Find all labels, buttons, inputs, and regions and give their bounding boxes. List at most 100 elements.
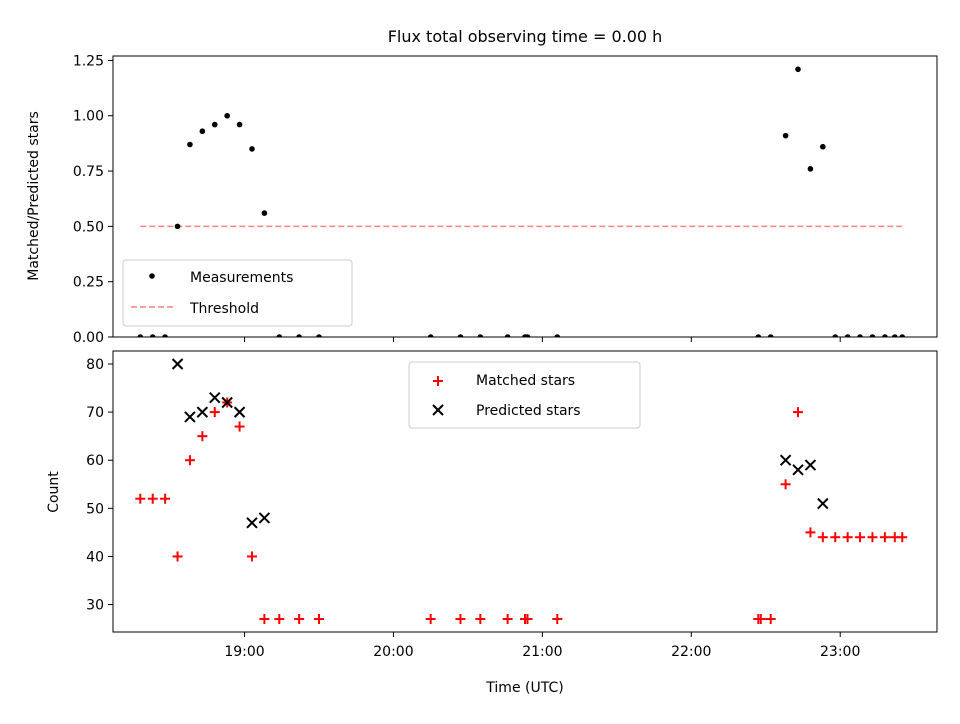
- legend-label-matched: Matched stars: [476, 373, 575, 389]
- predicted-star-point: [171, 358, 184, 370]
- measurement-point: [882, 334, 888, 337]
- legend-marker-predicted: [432, 404, 444, 416]
- measurement-point: [137, 334, 144, 337]
- measurement-point: [187, 141, 193, 148]
- matched-star-point: [475, 614, 486, 625]
- y-tick-label: 1.25: [73, 53, 104, 69]
- y-tick-label: 0.75: [73, 164, 104, 180]
- matched-star-point: [234, 421, 245, 432]
- predicted-star-point: [184, 411, 196, 423]
- matched-star-point: [184, 455, 195, 466]
- cross-b: [258, 512, 271, 524]
- measurement-point: [892, 334, 898, 337]
- y-tick-label: 0.00: [73, 330, 104, 346]
- x-tick-label: 20:00: [373, 644, 413, 660]
- measurement-point: [174, 223, 181, 230]
- cross-b: [196, 406, 209, 418]
- predicted-star-point: [221, 396, 233, 409]
- x-tick-label: 23:00: [820, 644, 860, 660]
- matched-star-point: [842, 532, 853, 543]
- matched-star-point: [147, 493, 158, 504]
- cross-b: [184, 411, 196, 423]
- cross-b: [804, 459, 817, 471]
- matched-star-point: [552, 614, 563, 625]
- matched-star-point: [502, 614, 513, 625]
- measurement-point: [211, 121, 218, 128]
- predicted-star-point: [196, 406, 209, 418]
- matched-star-point: [879, 532, 890, 543]
- legend-marker-measurements: [149, 273, 155, 279]
- cross-b: [432, 404, 444, 416]
- top-plot: 0.00 0.25 0.50 0.75 1.00 1.25 Measurements Thre…: [73, 53, 938, 346]
- matched-star-point: [855, 532, 866, 543]
- matched-star-point: [259, 614, 270, 625]
- y-tick-label: 40: [86, 549, 104, 565]
- measurement-point: [236, 121, 243, 128]
- measurement-point: [316, 334, 322, 337]
- cross-b: [233, 406, 246, 418]
- y-tick-label: 80: [86, 357, 104, 373]
- measurement-point: [524, 334, 531, 337]
- predicted-star-point: [792, 464, 804, 476]
- matched-star-point: [160, 493, 171, 504]
- matched-star-point: [793, 407, 804, 418]
- matched-star-point: [209, 407, 220, 418]
- cross-b: [246, 517, 258, 529]
- matched-star-point: [817, 532, 828, 543]
- measurement-point: [261, 210, 268, 216]
- bottom-y-axis-label: Count: [46, 471, 62, 513]
- matched-star-point: [274, 614, 285, 625]
- y-tick-label: 0.50: [73, 219, 104, 235]
- axes-frame: [112, 350, 938, 633]
- cross-b: [779, 454, 792, 466]
- measurement-point: [477, 334, 484, 337]
- measurement-point: [427, 334, 434, 337]
- legend-box: [122, 259, 353, 327]
- matched-star-point: [425, 614, 436, 625]
- predicted-star-point: [779, 454, 792, 466]
- measurement-point: [149, 334, 156, 337]
- predicted-star-point: [246, 517, 258, 529]
- matched-star-point: [455, 614, 466, 625]
- cross-b: [817, 497, 829, 510]
- cross-b: [792, 464, 804, 476]
- top-y-axis-label: Matched/Predicted stars: [26, 111, 42, 281]
- predicted-star-point: [804, 459, 817, 471]
- plot-area: [135, 358, 908, 625]
- predicted-star-point: [209, 391, 221, 404]
- measurement-point: [554, 334, 561, 337]
- measurement-point: [807, 166, 814, 172]
- x-axis-label: Time (UTC): [485, 680, 563, 696]
- matched-star-point: [314, 614, 324, 625]
- matched-star-point: [755, 614, 766, 625]
- cross-b: [209, 391, 221, 404]
- matched-star-point: [197, 431, 208, 442]
- matched-star-point: [135, 493, 146, 504]
- y-tick-label: 30: [86, 598, 104, 614]
- x-tick-label: 22:00: [671, 644, 711, 660]
- legend-label-measurements: Measurements: [190, 270, 293, 286]
- measurement-point: [162, 334, 168, 337]
- measurement-point: [767, 334, 774, 337]
- measurement-point: [504, 334, 511, 337]
- measurement-point: [199, 128, 206, 135]
- measurement-point: [795, 66, 801, 73]
- matched-star-point: [830, 532, 841, 543]
- chart-title: Flux total observing time = 0.00 h: [388, 27, 663, 46]
- legend-label-predicted: Predicted stars: [476, 403, 581, 419]
- y-tick-label: 60: [86, 453, 104, 469]
- predicted-star-point: [258, 512, 271, 524]
- legend-box: [408, 361, 641, 429]
- measurement-point: [782, 132, 789, 139]
- matched-star-point: [867, 532, 878, 543]
- measurement-point: [844, 334, 851, 337]
- predicted-star-point: [233, 406, 246, 418]
- measurement-point: [869, 334, 876, 337]
- measurement-point: [899, 334, 906, 337]
- x-tick-label: 21:00: [522, 644, 562, 660]
- matched-star-point: [765, 614, 776, 625]
- matched-star-point: [294, 614, 305, 625]
- y-tick-label: 1.00: [73, 109, 104, 125]
